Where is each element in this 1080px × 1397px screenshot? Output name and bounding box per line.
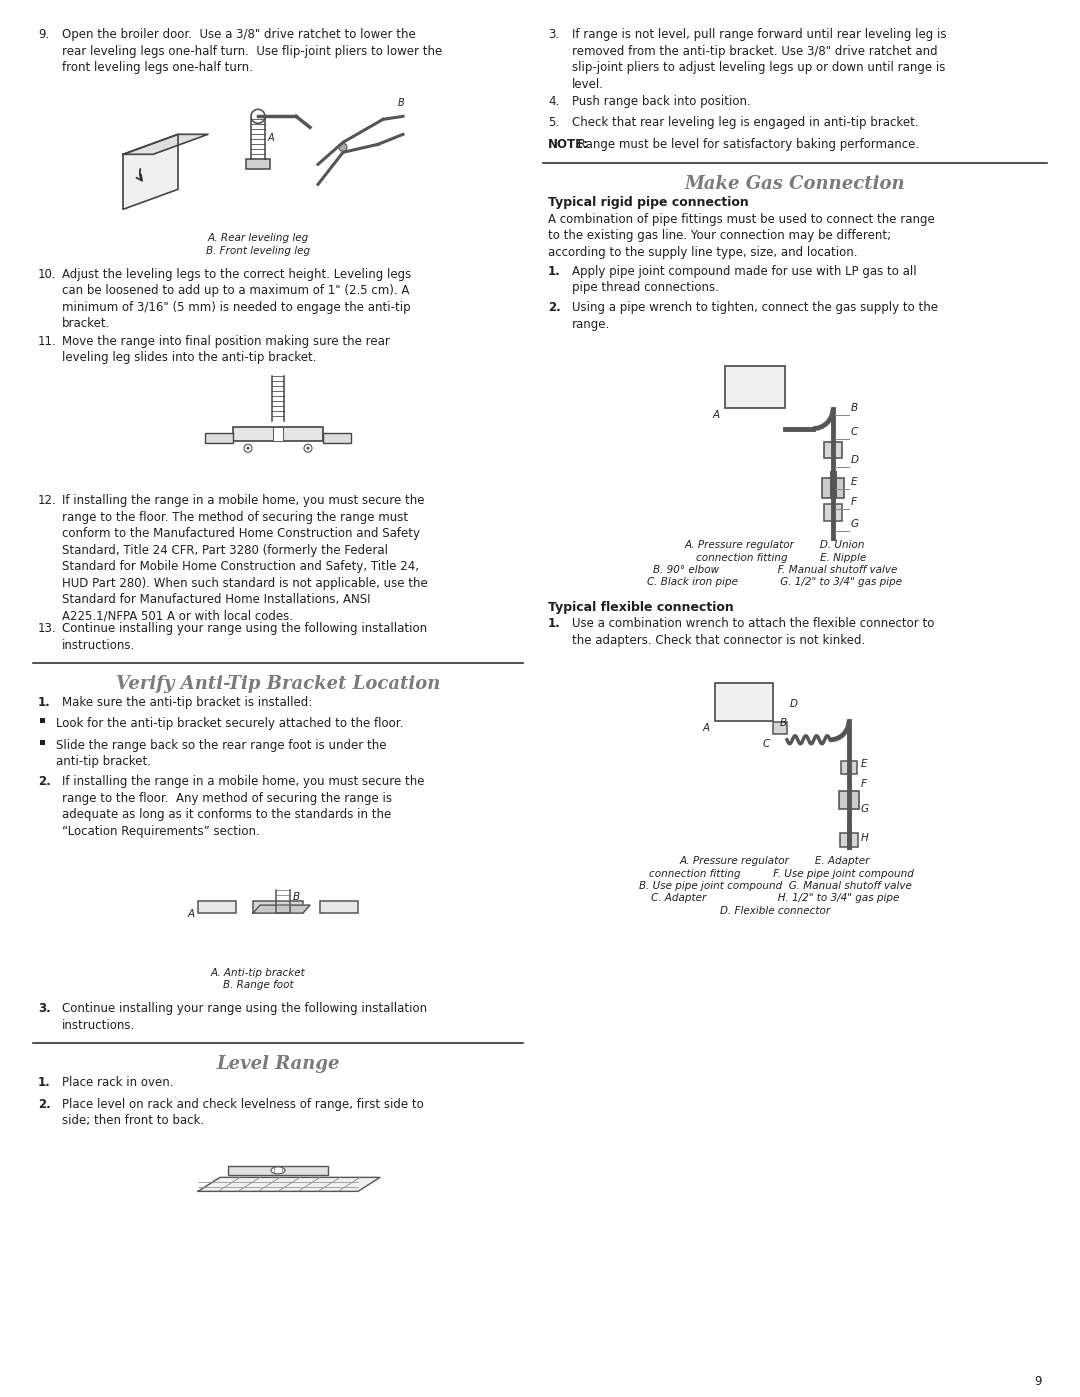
Text: Slide the range back so the rear range foot is under the
anti-tip bracket.: Slide the range back so the rear range f… bbox=[56, 739, 387, 768]
Text: 2.: 2. bbox=[38, 775, 51, 788]
Text: Apply pipe joint compound made for use with LP gas to all
pipe thread connection: Apply pipe joint compound made for use w… bbox=[572, 264, 917, 293]
Text: Range must be level for satisfactory baking performance.: Range must be level for satisfactory bak… bbox=[575, 137, 919, 151]
Text: Open the broiler door.  Use a 3/8" drive ratchet to lower the
rear leveling legs: Open the broiler door. Use a 3/8" drive … bbox=[62, 28, 442, 74]
Text: Move the range into final position making sure the rear
leveling leg slides into: Move the range into final position makin… bbox=[62, 335, 390, 365]
Text: 4.: 4. bbox=[548, 95, 559, 108]
Text: Adjust the leveling legs to the correct height. Leveling legs
can be loosened to: Adjust the leveling legs to the correct … bbox=[62, 268, 411, 330]
Bar bbox=[323, 433, 351, 443]
Text: C: C bbox=[762, 739, 770, 749]
Text: 1.: 1. bbox=[548, 617, 561, 630]
Text: Continue installing your range using the following installation
instructions.: Continue installing your range using the… bbox=[62, 622, 427, 651]
Bar bbox=[824, 441, 842, 458]
Bar bbox=[40, 740, 45, 745]
Text: A. Pressure regulator        E. Adapter
    connection fitting          F. Use p: A. Pressure regulator E. Adapter connect… bbox=[636, 856, 914, 916]
Bar bbox=[824, 504, 842, 521]
Bar bbox=[839, 791, 859, 809]
Text: E: E bbox=[861, 759, 867, 768]
Text: Typical flexible connection: Typical flexible connection bbox=[548, 601, 733, 613]
Text: If installing the range in a mobile home, you must secure the
range to the floor: If installing the range in a mobile home… bbox=[62, 775, 424, 838]
Text: Push range back into position.: Push range back into position. bbox=[572, 95, 751, 108]
Bar bbox=[840, 833, 858, 847]
Text: A. Anti-tip bracket
B. Range foot: A. Anti-tip bracket B. Range foot bbox=[211, 968, 306, 990]
Bar bbox=[822, 478, 843, 497]
Text: 9: 9 bbox=[1035, 1375, 1042, 1389]
Bar bbox=[233, 427, 323, 441]
Text: A: A bbox=[703, 722, 710, 733]
Text: 1.: 1. bbox=[38, 1076, 51, 1090]
Text: Place rack in oven.: Place rack in oven. bbox=[62, 1076, 174, 1090]
Bar bbox=[40, 718, 45, 724]
Text: H: H bbox=[861, 833, 868, 842]
Text: Level Range: Level Range bbox=[216, 1055, 340, 1073]
Circle shape bbox=[307, 447, 310, 450]
Bar bbox=[320, 901, 357, 914]
Text: 2.: 2. bbox=[38, 1098, 51, 1111]
Text: A: A bbox=[188, 909, 195, 919]
Text: F: F bbox=[861, 778, 867, 789]
Bar bbox=[841, 761, 858, 774]
Bar bbox=[773, 722, 787, 733]
Text: If range is not level, pull range forward until rear leveling leg is
removed fro: If range is not level, pull range forwar… bbox=[572, 28, 946, 91]
Text: 11.: 11. bbox=[38, 335, 57, 348]
Text: B: B bbox=[851, 402, 859, 412]
Bar bbox=[228, 1166, 328, 1175]
Text: A combination of pipe fittings must be used to connect the range
to the existing: A combination of pipe fittings must be u… bbox=[548, 212, 935, 258]
Text: C: C bbox=[851, 426, 859, 437]
Polygon shape bbox=[246, 159, 270, 169]
Text: Continue installing your range using the following installation
instructions.: Continue installing your range using the… bbox=[62, 1003, 427, 1032]
Text: NOTE:: NOTE: bbox=[548, 137, 589, 151]
Text: G: G bbox=[851, 518, 859, 528]
Text: D: D bbox=[789, 698, 798, 708]
Text: If installing the range in a mobile home, you must secure the
range to the floor: If installing the range in a mobile home… bbox=[62, 495, 428, 623]
Text: 9.: 9. bbox=[38, 28, 50, 41]
Text: 2.: 2. bbox=[548, 300, 561, 314]
Text: 3.: 3. bbox=[38, 1003, 51, 1016]
Text: B: B bbox=[780, 718, 787, 728]
Text: Using a pipe wrench to tighten, connect the gas supply to the
range.: Using a pipe wrench to tighten, connect … bbox=[572, 300, 939, 331]
Text: 12.: 12. bbox=[38, 495, 57, 507]
Text: 3.: 3. bbox=[548, 28, 559, 41]
Bar bbox=[715, 683, 773, 721]
Polygon shape bbox=[253, 905, 310, 914]
Text: Make Gas Connection: Make Gas Connection bbox=[685, 175, 905, 193]
Text: 1.: 1. bbox=[548, 264, 561, 278]
Polygon shape bbox=[123, 134, 208, 154]
Text: Make sure the anti-tip bracket is installed:: Make sure the anti-tip bracket is instal… bbox=[62, 696, 312, 710]
Bar bbox=[205, 433, 233, 443]
Text: A. Pressure regulator        D. Union
    connection fitting          E. Nipple
: A. Pressure regulator D. Union connectio… bbox=[647, 541, 903, 587]
Text: D: D bbox=[851, 454, 859, 465]
Text: 1.: 1. bbox=[38, 696, 51, 710]
Text: A: A bbox=[268, 133, 274, 144]
Polygon shape bbox=[123, 134, 178, 210]
Polygon shape bbox=[198, 1178, 380, 1192]
Circle shape bbox=[339, 144, 347, 151]
Text: F: F bbox=[851, 497, 858, 507]
Circle shape bbox=[246, 447, 249, 450]
Text: Use a combination wrench to attach the flexible connector to
the adapters. Check: Use a combination wrench to attach the f… bbox=[572, 617, 934, 647]
Text: Typical rigid pipe connection: Typical rigid pipe connection bbox=[548, 197, 748, 210]
Text: Verify Anti-Tip Bracket Location: Verify Anti-Tip Bracket Location bbox=[116, 675, 441, 693]
Text: E: E bbox=[851, 476, 858, 486]
Text: 10.: 10. bbox=[38, 268, 56, 281]
Text: Look for the anti-tip bracket securely attached to the floor.: Look for the anti-tip bracket securely a… bbox=[56, 718, 403, 731]
Text: Check that rear leveling leg is engaged in anti-tip bracket.: Check that rear leveling leg is engaged … bbox=[572, 116, 919, 130]
Ellipse shape bbox=[271, 1166, 285, 1173]
Bar bbox=[273, 427, 283, 441]
Bar bbox=[198, 901, 237, 914]
Text: A: A bbox=[713, 409, 720, 419]
Text: B: B bbox=[399, 98, 405, 109]
Text: G: G bbox=[861, 803, 869, 814]
Text: 5.: 5. bbox=[548, 116, 559, 130]
Text: 13.: 13. bbox=[38, 622, 56, 636]
Text: Place level on rack and check levelness of range, first side to
side; then front: Place level on rack and check levelness … bbox=[62, 1098, 423, 1127]
Bar bbox=[253, 901, 303, 914]
Text: A. Rear leveling leg
B. Front leveling leg: A. Rear leveling leg B. Front leveling l… bbox=[206, 233, 310, 256]
Text: B: B bbox=[293, 893, 300, 902]
Bar bbox=[725, 366, 785, 408]
